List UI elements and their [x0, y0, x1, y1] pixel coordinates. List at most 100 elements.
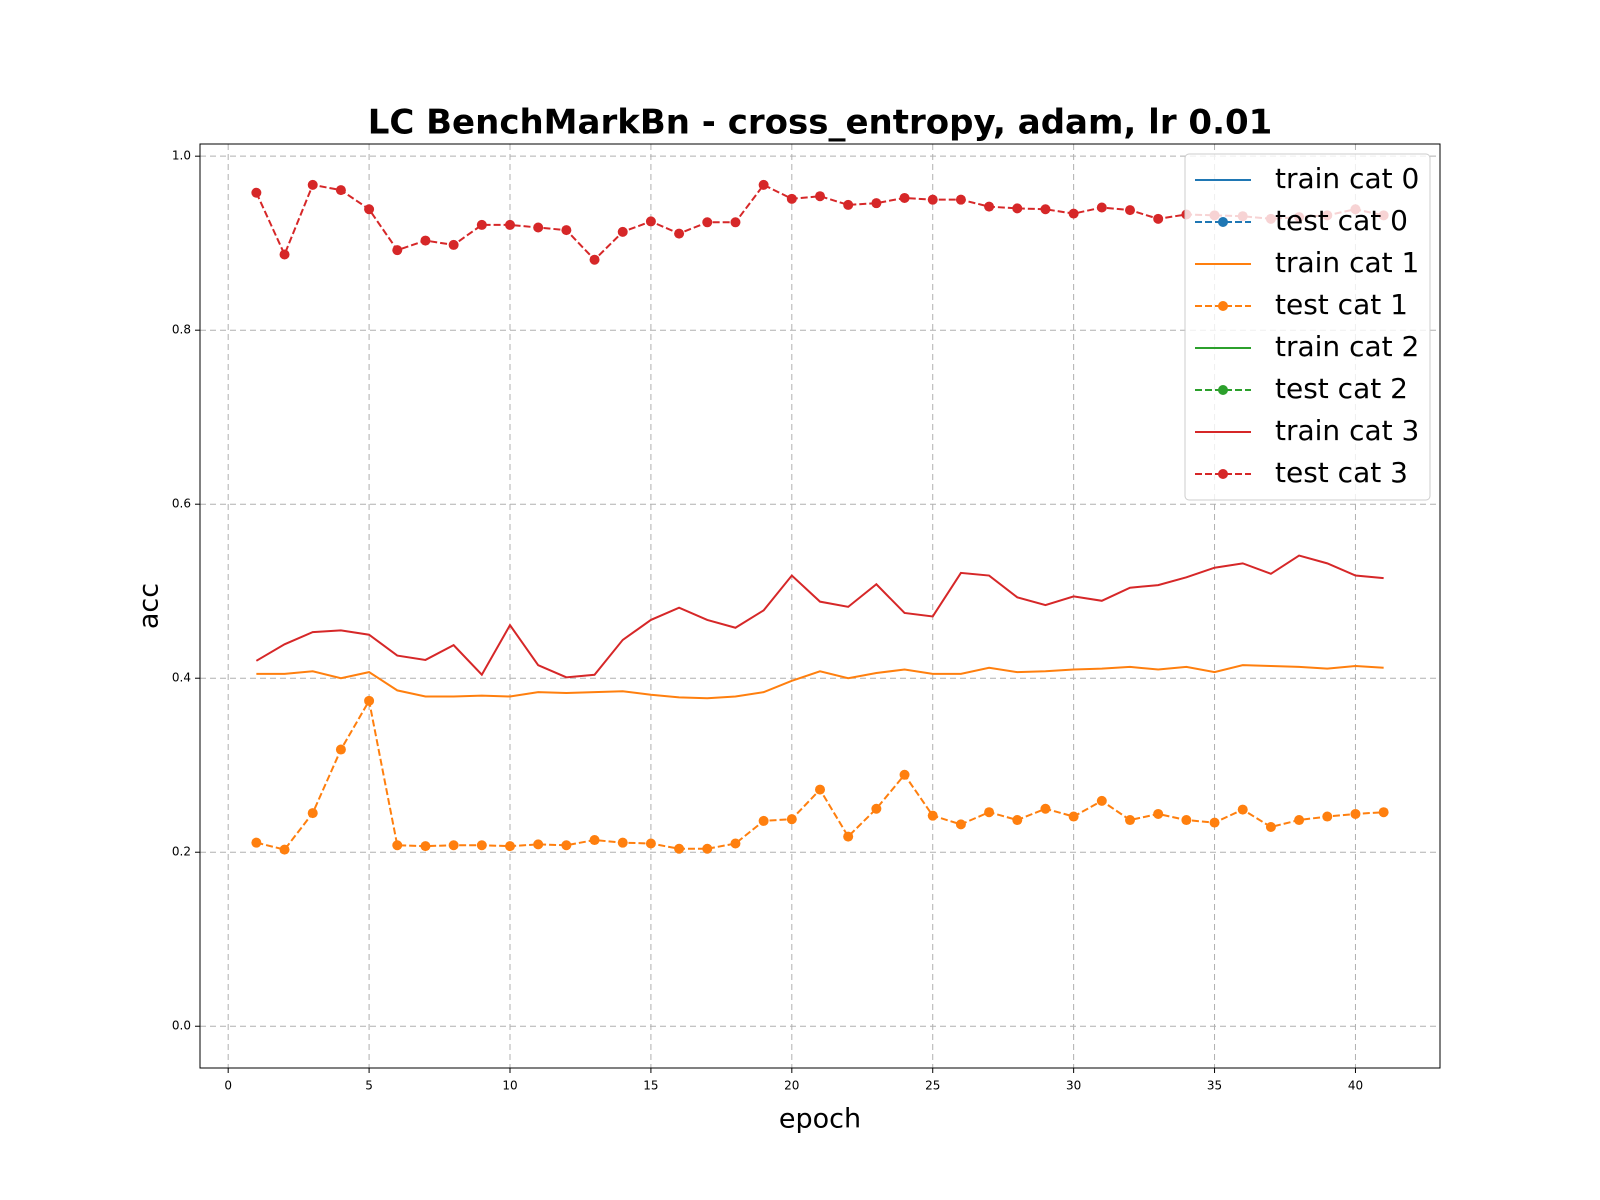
data-point	[674, 228, 685, 239]
data-point	[702, 217, 713, 228]
data-point	[927, 194, 938, 205]
y-tick-label: 0.8	[172, 323, 191, 337]
data-point	[1153, 808, 1164, 819]
data-point	[1350, 808, 1361, 819]
data-point	[561, 840, 572, 851]
data-point	[307, 179, 318, 190]
data-point	[758, 179, 769, 190]
x-tick-label: 35	[1207, 1079, 1222, 1093]
data-point	[1209, 817, 1220, 828]
data-point	[335, 185, 346, 196]
data-point	[1153, 213, 1164, 224]
data-point	[815, 191, 825, 202]
data-point	[589, 254, 600, 265]
data-point	[674, 843, 685, 854]
data-point	[645, 838, 656, 849]
data-point	[702, 843, 713, 854]
x-tick-label: 15	[643, 1079, 658, 1093]
legend-label: test cat 2	[1275, 372, 1408, 405]
data-point	[899, 769, 910, 780]
y-tick-label: 1.0	[172, 149, 191, 163]
x-tick-label: 30	[1066, 1079, 1081, 1093]
data-point	[1322, 811, 1333, 822]
legend-marker	[1218, 301, 1228, 311]
data-point	[730, 217, 741, 228]
legend-label: train cat 2	[1275, 330, 1419, 363]
data-point	[899, 192, 910, 203]
data-point	[927, 810, 938, 821]
legend-label: test cat 0	[1275, 204, 1408, 237]
data-point	[448, 239, 459, 250]
data-point	[335, 744, 346, 755]
legend-label: train cat 1	[1275, 246, 1419, 279]
x-tick-label: 5	[365, 1079, 373, 1093]
data-point	[392, 245, 403, 256]
y-tick-label: 0.4	[172, 671, 191, 685]
x-tick-label: 40	[1348, 1079, 1363, 1093]
legend-marker	[1218, 469, 1228, 479]
data-point	[984, 201, 995, 212]
data-point	[251, 187, 262, 198]
data-point	[476, 219, 487, 230]
data-point	[1012, 203, 1023, 214]
legend-marker	[1218, 385, 1228, 395]
chart-title: LC BenchMarkBn - cross_entropy, adam, lr…	[368, 103, 1273, 143]
data-point	[364, 204, 375, 215]
legend-label: test cat 1	[1275, 288, 1408, 321]
legend-label: test cat 3	[1275, 456, 1408, 489]
data-point	[1068, 208, 1079, 219]
y-tick-label: 0.6	[172, 497, 191, 511]
data-point	[364, 695, 375, 706]
data-point	[476, 840, 487, 851]
x-tick-label: 0	[224, 1079, 232, 1093]
data-point	[1378, 807, 1389, 818]
data-point	[561, 225, 572, 236]
y-tick-label: 0.2	[172, 845, 191, 859]
data-point	[843, 199, 854, 210]
y-axis-label: acc	[134, 583, 165, 629]
data-point	[984, 807, 995, 818]
data-point	[617, 837, 628, 848]
plot-frame	[199, 143, 1441, 1069]
x-tick-label: 25	[925, 1079, 940, 1093]
y-tick-label: 0.0	[172, 1019, 191, 1033]
data-point	[505, 219, 515, 230]
data-point	[279, 844, 290, 855]
x-tick-label: 10	[502, 1079, 517, 1093]
data-point	[533, 222, 544, 233]
data-point	[1096, 795, 1107, 806]
legend-label: train cat 3	[1275, 414, 1419, 447]
data-point	[955, 819, 966, 830]
data-point	[1068, 811, 1079, 822]
data-point	[786, 814, 797, 825]
data-point	[617, 226, 628, 237]
series-line	[255, 554, 1384, 679]
data-point	[645, 216, 656, 227]
data-point	[420, 235, 431, 246]
data-point	[1040, 803, 1051, 814]
data-point	[1125, 205, 1135, 216]
data-point	[1265, 821, 1276, 832]
data-point	[1012, 815, 1023, 826]
data-point	[505, 841, 515, 852]
data-point	[533, 839, 544, 850]
data-point	[871, 803, 882, 814]
data-point	[307, 808, 318, 819]
data-point	[1125, 815, 1135, 826]
data-point	[589, 835, 600, 846]
legend-marker	[1218, 217, 1228, 227]
data-point	[815, 784, 825, 795]
data-point	[279, 249, 290, 260]
data-point	[1040, 204, 1051, 215]
data-point	[251, 837, 262, 848]
data-point	[843, 831, 854, 842]
data-point	[448, 840, 459, 851]
data-point	[1294, 815, 1305, 826]
series-line	[256, 664, 1384, 700]
data-point	[392, 840, 403, 851]
data-point	[730, 838, 741, 849]
legend-label: train cat 0	[1275, 162, 1419, 195]
data-point	[420, 841, 431, 852]
x-axis-label: epoch	[779, 1104, 861, 1135]
